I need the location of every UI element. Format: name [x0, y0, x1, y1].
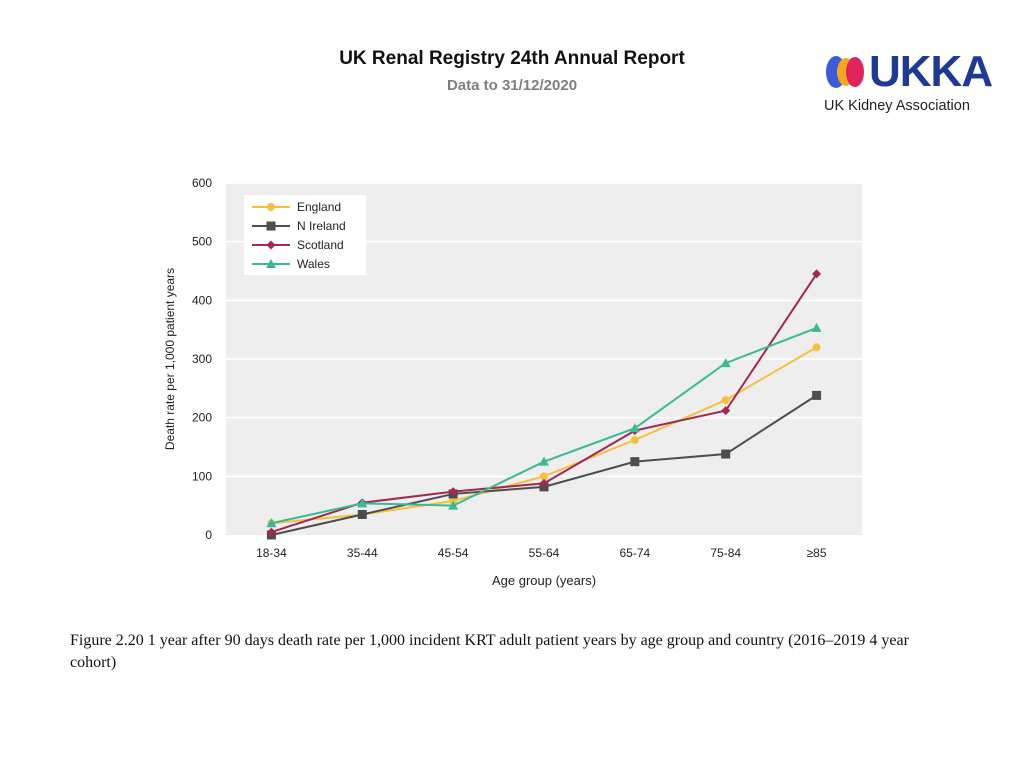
x-axis-ticks: 18-34 35-44 45-54 55-64 65-74 75-84 ≥85: [256, 546, 827, 560]
x-tick-label: 18-34: [256, 546, 287, 560]
legend-box: [244, 195, 366, 275]
series-wales: [266, 322, 822, 528]
series-group: [266, 269, 822, 540]
legend-label-scotland: Scotland: [297, 238, 344, 252]
data-point-england: [540, 472, 548, 481]
data-point-scotland: [812, 269, 822, 279]
logo-tagline: UK Kidney Association: [824, 98, 970, 114]
data-point-wales: [266, 518, 277, 528]
x-tick-label: 75-84: [710, 546, 741, 560]
data-point-wales: [811, 322, 822, 332]
y-tick-label: 200: [192, 411, 212, 425]
legend-marker-scotland: [266, 240, 276, 250]
logo-wordmark: UKKA: [869, 47, 993, 96]
x-tick-label: ≥85: [807, 546, 827, 560]
legend-marker-wales: [266, 259, 276, 268]
legend-label-n-ireland: N Ireland: [297, 219, 346, 233]
data-point-n-ireland: [812, 390, 822, 400]
data-point-wales: [448, 500, 459, 510]
data-point-wales: [629, 423, 640, 433]
data-point-wales: [539, 456, 549, 466]
data-point-n-ireland: [630, 457, 640, 467]
data-point-scotland: [721, 406, 731, 416]
data-point-england: [812, 343, 821, 352]
y-tick-label: 300: [192, 352, 212, 366]
kidney-logo-icon: [826, 56, 864, 88]
data-point-scotland: [448, 487, 458, 497]
data-point-wales: [357, 498, 368, 508]
data-point-scotland: [539, 478, 549, 488]
figure-caption: Figure 2.20 1 year after 90 days death r…: [70, 632, 909, 671]
y-tick-label: 400: [192, 293, 212, 307]
data-point-n-ireland: [721, 449, 731, 459]
y-axis-label: Death rate per 1,000 patient years: [163, 268, 177, 450]
legend-label-england: England: [297, 200, 341, 214]
data-point-n-ireland: [357, 509, 367, 519]
legend-marker-n-ireland: [266, 221, 276, 231]
legend: England N Ireland Scotland Wales: [244, 195, 366, 275]
line-chart: 0 100 200 300 400 500 600 18-34 35-44 45-54 55-64…: [163, 176, 862, 588]
x-tick-label: 35-44: [347, 546, 378, 560]
y-tick-label: 0: [205, 528, 212, 542]
y-tick-label: 600: [192, 176, 212, 190]
y-axis-ticks: 0 100 200 300 400 500 600: [192, 176, 212, 542]
x-tick-label: 55-64: [529, 546, 560, 560]
data-point-scotland: [266, 527, 276, 537]
y-tick-label: 500: [192, 235, 212, 249]
report-title: UK Renal Registry 24th Annual Report: [339, 48, 685, 69]
legend-marker-england: [267, 203, 275, 211]
legend-label-wales: Wales: [297, 257, 330, 271]
x-axis-label: Age group (years): [492, 573, 596, 588]
x-tick-label: 65-74: [620, 546, 651, 560]
y-tick-label: 100: [192, 469, 212, 483]
ukka-logo: UKKA UK Kidney Association: [822, 47, 997, 120]
data-point-wales: [720, 358, 731, 368]
data-point-england: [630, 435, 639, 444]
x-tick-label: 45-54: [438, 546, 469, 560]
report-subtitle: Data to 31/12/2020: [446, 77, 578, 94]
data-point-england: [721, 396, 730, 405]
